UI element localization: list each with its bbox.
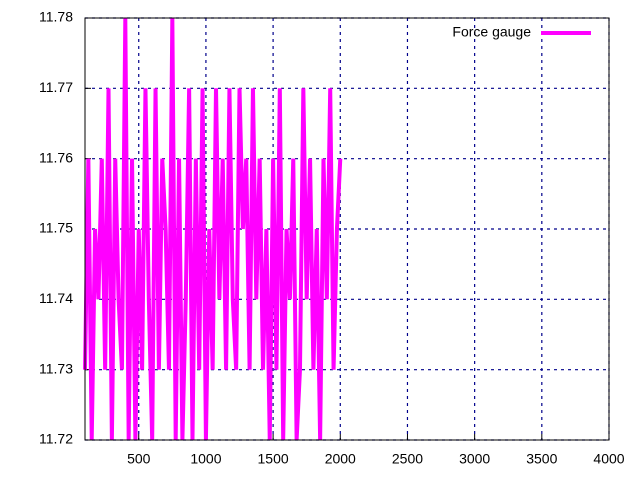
x-tick-label: 1500	[258, 451, 289, 467]
x-tick-label: 2000	[325, 451, 356, 467]
y-tick-label: 11.72	[39, 431, 73, 447]
y-tick-label: 11.73	[39, 360, 73, 376]
x-tick-label: 2500	[392, 451, 423, 467]
y-tick-label: 11.77	[39, 79, 73, 95]
x-tick-label: 4000	[593, 451, 624, 467]
y-tick-label: 11.76	[39, 149, 73, 165]
legend-label: Force gauge	[452, 24, 531, 40]
plot-border	[84, 17, 610, 441]
y-tick-label: 11.75	[39, 220, 73, 236]
y-tick-label: 11.78	[39, 9, 73, 25]
y-tick-label: 11.74	[39, 290, 73, 306]
x-tick-label: 500	[127, 451, 151, 467]
x-tick-label: 3500	[526, 451, 557, 467]
data-line	[83, 17, 343, 441]
x-tick-label: 1000	[190, 451, 221, 467]
x-tick-label: 3000	[459, 451, 490, 467]
